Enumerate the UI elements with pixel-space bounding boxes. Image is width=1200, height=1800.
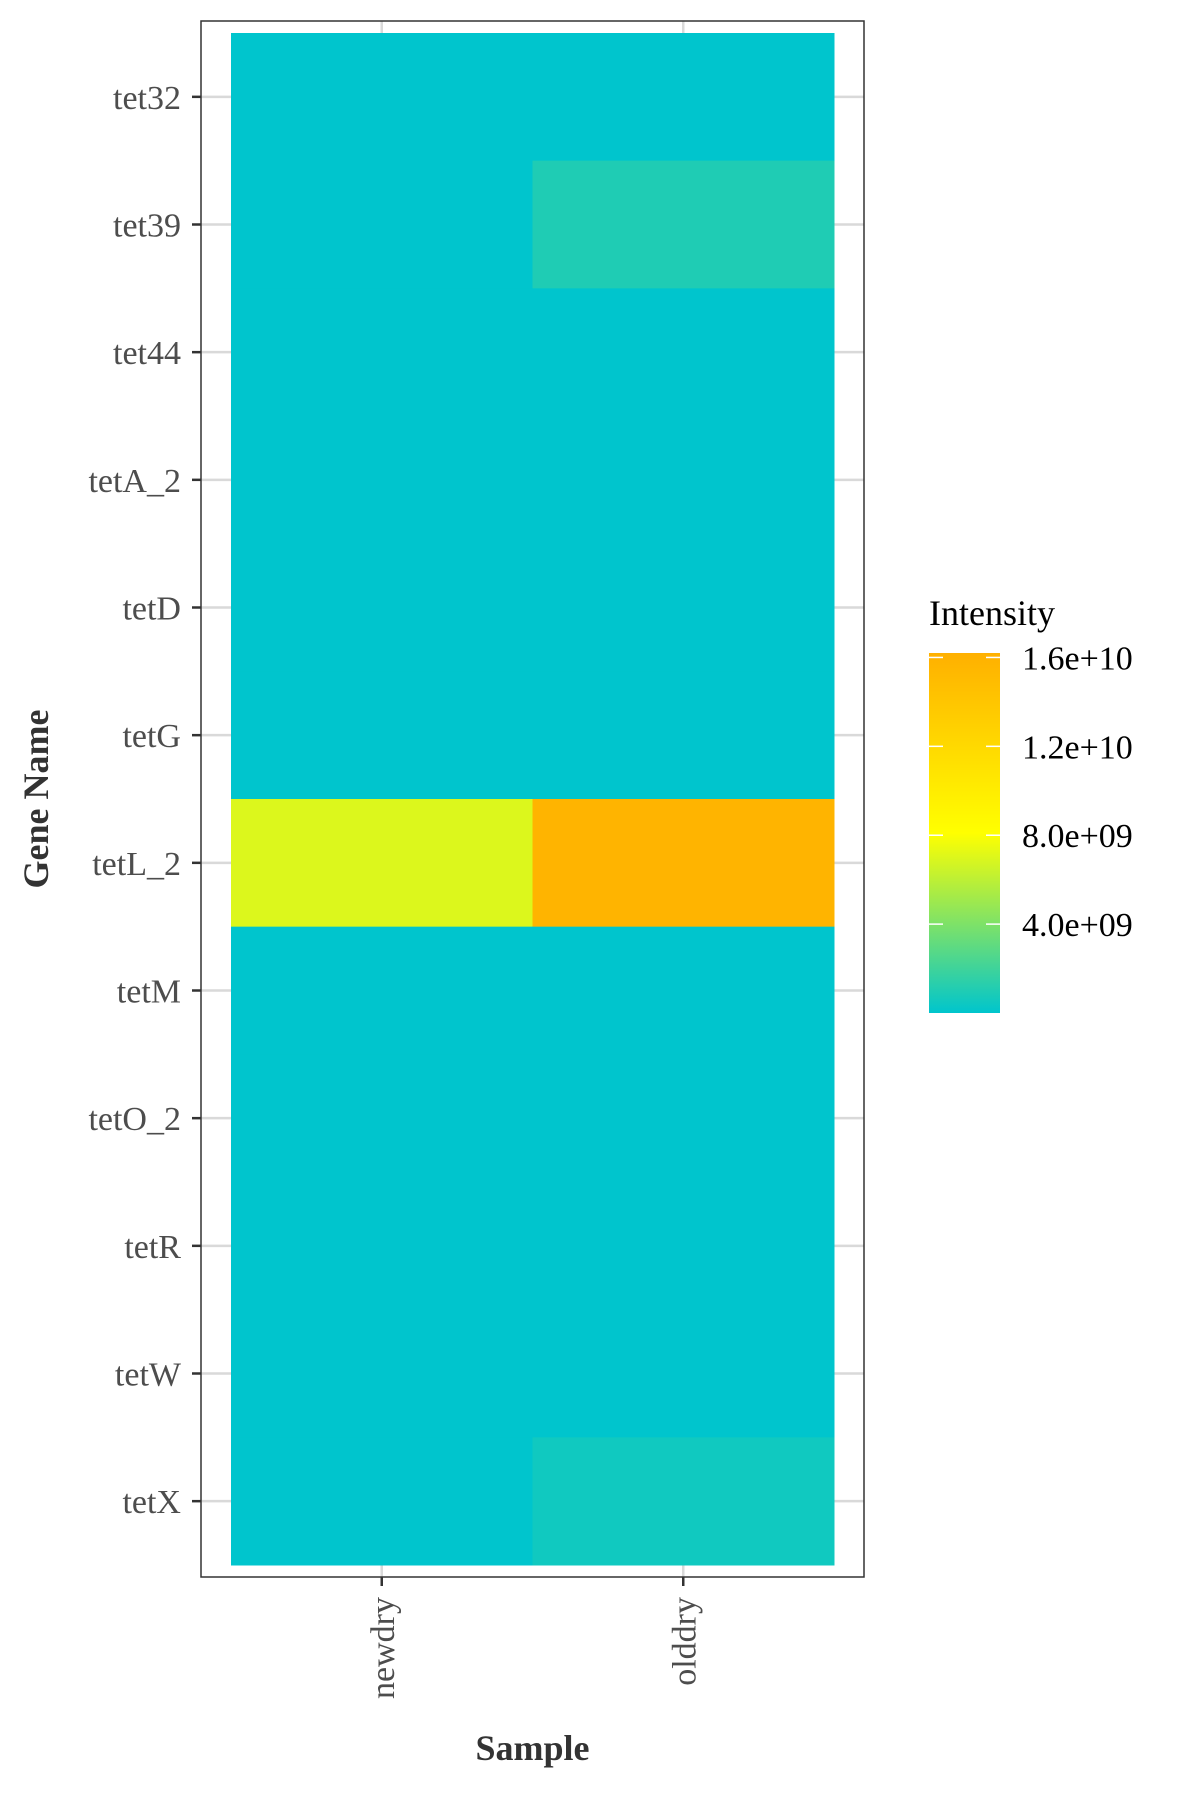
heatmap-cell-tet32-newdry [231, 33, 533, 162]
heatmap-cell-tetW-newdry [231, 1309, 533, 1438]
heatmap-cell-tet39-newdry [231, 160, 533, 289]
heatmap-cell-tetR-newdry [231, 1182, 533, 1311]
heatmap-cell-tet44-olddry [532, 288, 835, 417]
heatmap-cell-tetO_2-olddry [532, 1054, 835, 1183]
y-tick-label: tetG [122, 718, 181, 755]
y-tick-label: tet32 [113, 80, 181, 117]
legend-break-label: 8.0e+09 [1022, 818, 1133, 855]
heatmap-cell-tetA_2-newdry [231, 416, 533, 545]
heatmap-cell-tetR-olddry [532, 1182, 835, 1311]
y-tick-label: tetO_2 [88, 1101, 181, 1138]
heatmap-cell-tetW-olddry [532, 1309, 835, 1438]
heatmap-cell-tetD-olddry [532, 543, 835, 672]
y-axis: tet32 tet39 tet44 tetA_2 tetD tetG tetL_2 tetM t… [88, 80, 201, 1521]
y-tick-label: tet39 [113, 208, 181, 245]
y-axis-title: Gene Name [16, 710, 56, 889]
color-legend: Intensity 4.0e+09 8.0e+09 1.2e+10 1.6e+10 [929, 593, 1133, 1013]
panel-border [200, 20, 865, 1578]
x-tick-label: newdry [365, 1597, 402, 1699]
y-tick-label: tetM [117, 974, 181, 1011]
legend-title: Intensity [929, 593, 1055, 633]
heatmap-cell-tetM-olddry [532, 926, 835, 1055]
y-tick-label: tetA_2 [88, 463, 181, 500]
heatmap-cell-tetM-newdry [231, 926, 533, 1055]
y-tick-label: tetW [115, 1357, 182, 1394]
heatmap-cell-tetL_2-olddry [532, 799, 835, 928]
heatmap-cell-tetL_2-newdry [231, 799, 533, 928]
heatmap-cell-tetG-olddry [532, 671, 835, 800]
x-axis: newdry olddry [365, 1577, 703, 1699]
heatmap-cell-tetD-newdry [231, 543, 533, 672]
heatmap-cell-tet39-olddry [532, 160, 835, 289]
x-axis-title: Sample [475, 1728, 589, 1768]
legend-break-label: 4.0e+09 [1022, 907, 1133, 944]
y-tick-label: tetL_2 [92, 846, 181, 883]
y-tick-label: tetX [122, 1484, 181, 1521]
heatmap-cells [231, 33, 835, 1566]
heatmap-cell-tet44-newdry [231, 288, 533, 417]
heatmap-cell-tetX-newdry [231, 1437, 533, 1566]
x-tick-label: olddry [666, 1597, 703, 1686]
y-tick-label: tet44 [113, 335, 181, 372]
legend-break-label: 1.6e+10 [1022, 640, 1133, 677]
y-tick-label: tetD [122, 591, 181, 628]
heatmap-cell-tetG-newdry [231, 671, 533, 800]
heatmap-cell-tet32-olddry [532, 33, 835, 162]
y-tick-label: tetR [124, 1229, 181, 1266]
heatmap-cell-tetA_2-olddry [532, 416, 835, 545]
heatmap-cell-tetX-olddry [532, 1437, 835, 1566]
heatmap-cell-tetO_2-newdry [231, 1054, 533, 1183]
legend-break-label: 1.2e+10 [1022, 729, 1133, 766]
legend-colorbar [929, 653, 1000, 1013]
